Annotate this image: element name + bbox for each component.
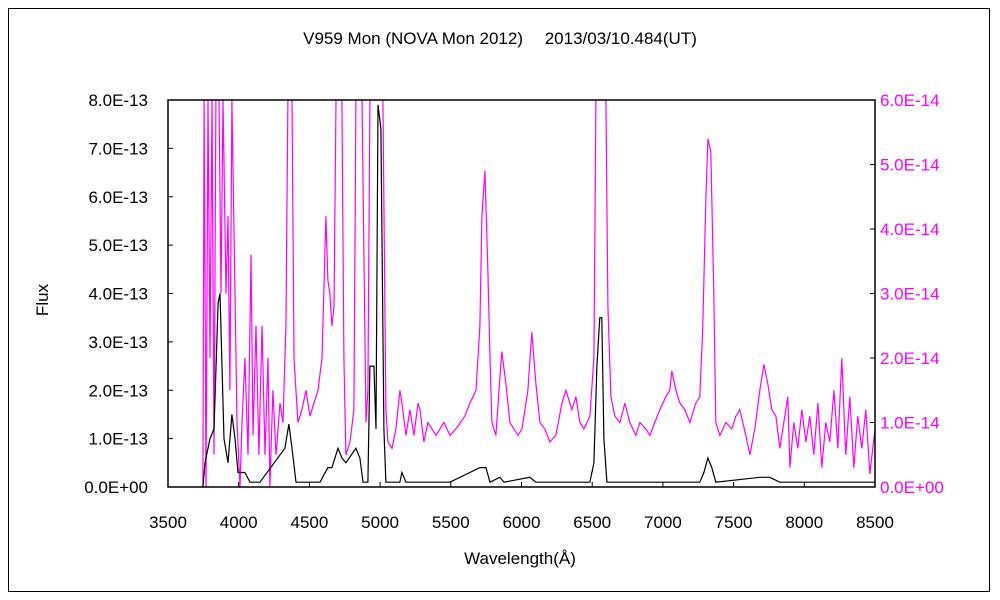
x-tick-label: 4000 xyxy=(220,513,258,532)
series-line-left-black xyxy=(202,104,875,487)
x-tick-label: 4500 xyxy=(290,513,328,532)
y-left-tick-label: 3.0E-13 xyxy=(88,333,148,352)
series-line-right-magenta xyxy=(202,100,875,487)
x-tick-label: 8500 xyxy=(856,513,894,532)
x-tick-label: 7000 xyxy=(644,513,682,532)
y-right-tick-label: 4.0E-14 xyxy=(880,220,940,239)
y-left-tick-label: 4.0E-13 xyxy=(88,285,148,304)
chart-frame xyxy=(8,8,990,592)
y-right-tick-label: 1.0E-14 xyxy=(880,414,940,433)
y-left-tick-label: 8.0E-13 xyxy=(88,91,148,110)
x-tick-label: 6500 xyxy=(573,513,611,532)
y-right-tick-label: 6.0E-14 xyxy=(880,91,940,110)
x-axis-label: Wavelength(Å) xyxy=(464,549,576,568)
y-left-tick-label: 7.0E-13 xyxy=(88,139,148,158)
y-left-tick-label: 0.0E+00 xyxy=(84,478,148,497)
y-left-tick-label: 2.0E-13 xyxy=(88,381,148,400)
x-tick-label: 5500 xyxy=(432,513,470,532)
y-left-tick-label: 1.0E-13 xyxy=(88,430,148,449)
x-tick-label: 7500 xyxy=(715,513,753,532)
y-right-tick-label: 5.0E-14 xyxy=(880,156,940,175)
chart-title: V959 Mon (NOVA Mon 2012) 2013/03/10.484(… xyxy=(303,29,697,48)
x-tick-label: 6000 xyxy=(503,513,541,532)
y-axis-label: Flux xyxy=(33,283,52,316)
y-right-tick-label: 2.0E-14 xyxy=(880,349,940,368)
y-left-tick-label: 6.0E-13 xyxy=(88,188,148,207)
y-right-tick-label: 3.0E-14 xyxy=(880,285,940,304)
y-right-tick-label: 0.0E+00 xyxy=(880,478,944,497)
y-left-tick-label: 5.0E-13 xyxy=(88,236,148,255)
x-tick-label: 5000 xyxy=(361,513,399,532)
x-tick-label: 8000 xyxy=(785,513,823,532)
x-tick-label: 3500 xyxy=(149,513,187,532)
